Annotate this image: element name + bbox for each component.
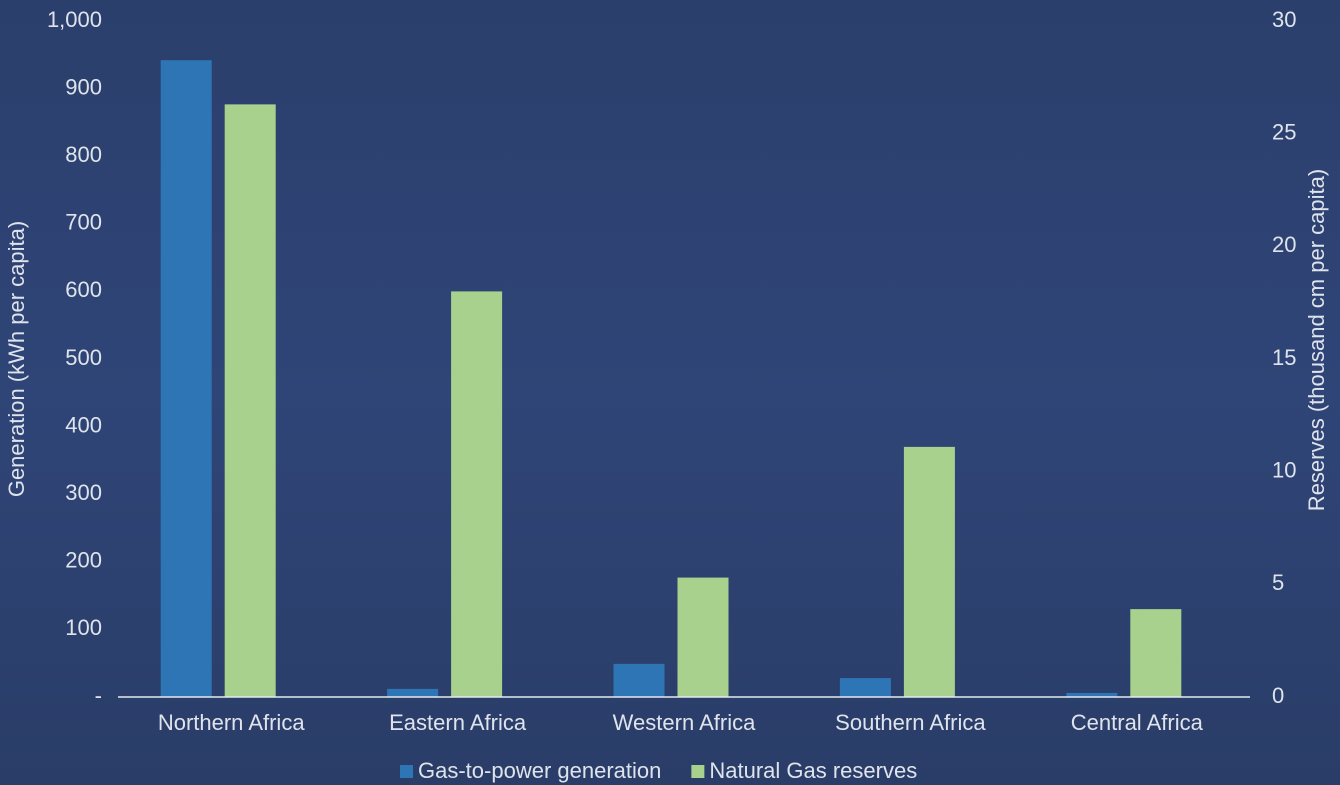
y-tick-label: - xyxy=(95,683,102,708)
bar xyxy=(839,678,891,697)
bar xyxy=(160,60,212,697)
x-tick-label: Southern Africa xyxy=(835,710,986,735)
y2-axis-title: Reserves (thousand cm per capita) xyxy=(1304,169,1329,511)
y-tick-label: 700 xyxy=(65,210,102,235)
bar xyxy=(451,291,503,697)
y-tick-label: 100 xyxy=(65,615,102,640)
y-tick-label: 400 xyxy=(65,412,102,437)
y-tick-label: 200 xyxy=(65,548,102,573)
x-tick-label: Northern Africa xyxy=(158,710,305,735)
y-tick-label: 600 xyxy=(65,277,102,302)
bar xyxy=(1066,692,1118,697)
bar xyxy=(677,577,729,697)
y-tick-label: 900 xyxy=(65,74,102,99)
x-tick-label: Central Africa xyxy=(1071,710,1204,735)
y2-tick-label: 0 xyxy=(1272,683,1284,708)
y-tick-label: 500 xyxy=(65,345,102,370)
legend-label: Gas-to-power generation xyxy=(418,758,661,783)
legend-label: Natural Gas reserves xyxy=(709,758,917,783)
y2-tick-label: 20 xyxy=(1272,232,1296,257)
y2-tick-label: 15 xyxy=(1272,345,1296,370)
bar xyxy=(903,446,955,697)
y2-tick-label: 5 xyxy=(1272,570,1284,595)
bar xyxy=(224,104,276,697)
legend-swatch xyxy=(400,765,413,778)
y2-tick-label: 30 xyxy=(1272,7,1296,32)
bar xyxy=(1130,609,1182,697)
y-axis-title: Generation (kWh per capita) xyxy=(4,221,29,497)
y2-tick-label: 10 xyxy=(1272,457,1296,482)
y-tick-label: 800 xyxy=(65,142,102,167)
y-tick-label: 1,000 xyxy=(47,7,102,32)
legend-swatch xyxy=(691,765,705,778)
y2-tick-label: 25 xyxy=(1272,119,1296,144)
bar xyxy=(387,688,439,697)
x-tick-label: Western Africa xyxy=(613,710,756,735)
bar xyxy=(613,663,665,697)
y-tick-label: 300 xyxy=(65,480,102,505)
x-tick-label: Eastern Africa xyxy=(389,710,527,735)
